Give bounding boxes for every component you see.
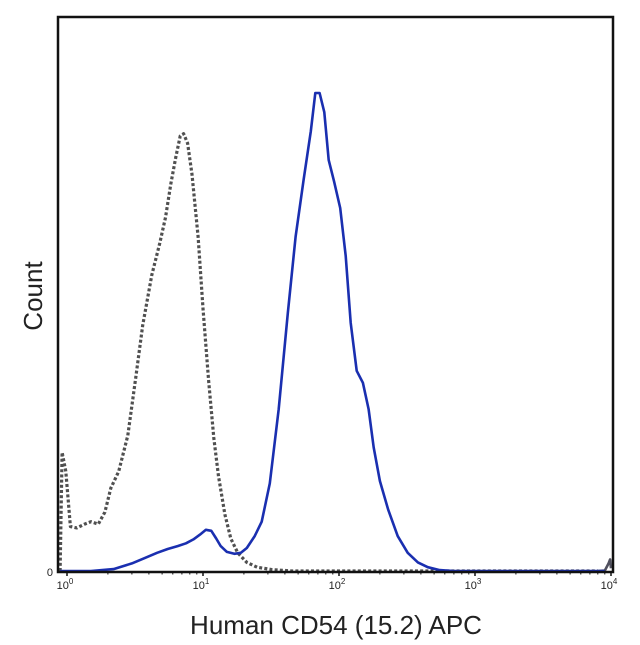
- x-tick-label-3: 103: [465, 577, 482, 592]
- series-layer: [58, 91, 613, 573]
- x-tick-base: 10: [329, 580, 341, 592]
- x-axis-label: Human CD54 (15.2) APC: [190, 610, 482, 640]
- x-axis-ticks: 100 101 102 103 104: [57, 572, 618, 592]
- x-tick-base: 10: [57, 580, 69, 592]
- x-tick-exponent: 4: [613, 577, 618, 586]
- x-tick-exponent: 3: [477, 577, 482, 586]
- y-axis-ticks: 0: [47, 567, 53, 579]
- x-tick-base: 10: [193, 580, 205, 592]
- y-axis-label: Count: [18, 261, 48, 331]
- x-tick-label-1: 101: [193, 577, 210, 592]
- x-tick-label-2: 102: [329, 577, 346, 592]
- series-line-3: [60, 91, 605, 573]
- x-tick-exponent: 0: [69, 577, 74, 586]
- x-tick-base: 10: [465, 580, 477, 592]
- x-tick-exponent: 2: [341, 577, 346, 586]
- x-tick-label-4: 104: [601, 577, 618, 592]
- series-line-1: [58, 132, 598, 573]
- x-tick-label-0: 100: [57, 577, 74, 592]
- x-tick-base: 10: [601, 580, 613, 592]
- x-tick-exponent: 1: [205, 577, 210, 586]
- plot-frame: [56, 15, 615, 574]
- y-tick-label-0: 0: [47, 567, 53, 579]
